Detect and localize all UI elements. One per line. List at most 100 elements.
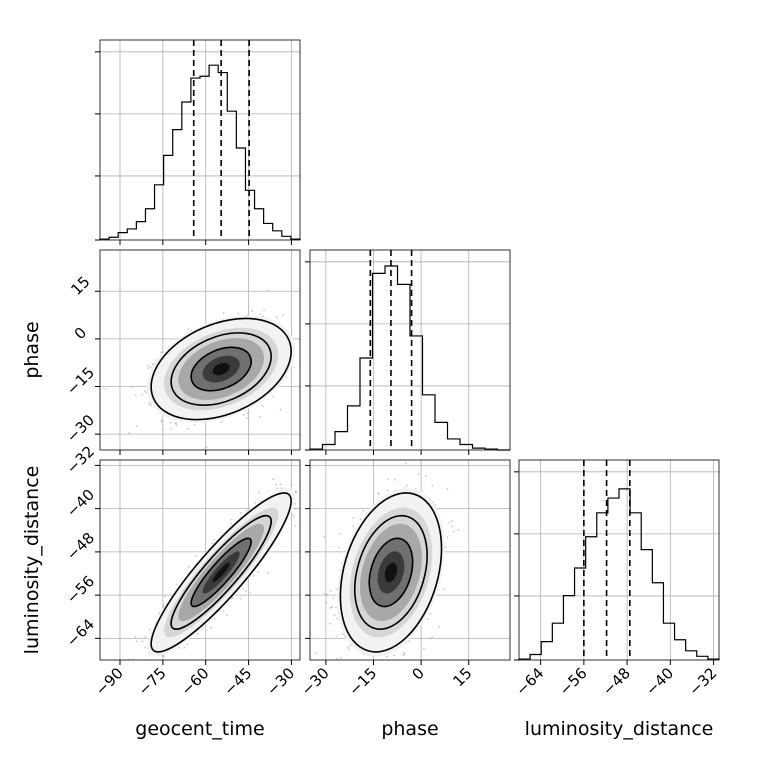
scatter-point <box>104 388 107 390</box>
scatter-point <box>196 633 199 635</box>
x-axis-label-geocent_time: geocent_time <box>135 718 264 740</box>
scatter-point <box>406 484 408 487</box>
scatter-point <box>292 513 295 516</box>
axes-frame <box>518 459 720 661</box>
scatter-point <box>338 533 341 536</box>
scatter-point <box>294 524 297 527</box>
scatter-point <box>272 478 275 481</box>
y-tick-label: −32 <box>63 442 98 477</box>
scatter-point <box>329 606 332 609</box>
x-tick-label: −90 <box>92 664 127 699</box>
scatter-point <box>242 414 245 416</box>
scatter-point <box>242 588 245 590</box>
scatter-point <box>154 359 157 361</box>
scatter-point <box>149 366 152 369</box>
scatter-point <box>352 517 355 519</box>
scatter-point <box>257 571 260 573</box>
scatter-point <box>451 520 453 522</box>
scatter-point <box>295 491 297 494</box>
scatter-point <box>143 390 146 392</box>
scatter-point <box>279 408 282 411</box>
scatter-point <box>354 661 356 663</box>
scatter-point <box>329 622 332 625</box>
scatter-point <box>294 507 297 510</box>
scatter-point <box>279 483 282 486</box>
y-axis-label-luminosity_distance: luminosity_distance <box>21 466 43 655</box>
y-tick-label: −48 <box>63 529 98 564</box>
scatter-point <box>337 546 340 549</box>
scatter-point <box>169 421 172 424</box>
scatter-point <box>292 516 295 518</box>
scatter-point <box>438 625 440 628</box>
scatter-point <box>294 502 297 505</box>
scatter-point <box>275 316 278 319</box>
scatter-point <box>394 478 396 481</box>
scatter-point <box>163 655 166 657</box>
scatter-point <box>393 654 395 657</box>
scatter-point <box>230 518 233 521</box>
scatter-point <box>141 664 143 666</box>
scatter-point <box>331 606 334 608</box>
scatter-point <box>335 606 337 609</box>
scatter-point <box>170 427 173 430</box>
scatter-point <box>125 682 127 684</box>
scatter-point <box>177 646 180 649</box>
x-tick-label: −45 <box>220 664 255 699</box>
x-tick-label: −32 <box>685 664 720 699</box>
scatter-point <box>332 597 335 600</box>
y-tick-label: 0 <box>71 324 90 343</box>
scatter-point <box>339 657 342 659</box>
scatter-point <box>144 646 147 649</box>
contour-2 <box>190 537 252 608</box>
axes-frame <box>309 459 511 661</box>
scatter-point <box>187 328 190 331</box>
density-level <box>212 562 230 583</box>
x-tick-label: 15 <box>449 664 475 690</box>
scatter-point <box>306 321 308 323</box>
scatter-point <box>347 646 350 649</box>
scatter-point <box>135 425 138 427</box>
scatter-point <box>230 523 233 525</box>
scatter-point <box>134 635 137 638</box>
scatter-point <box>175 583 178 586</box>
scatter-point <box>376 688 378 690</box>
scatter-point <box>387 478 389 480</box>
scatter-point <box>147 367 150 370</box>
scatter-point <box>417 473 420 475</box>
scatter-point <box>262 405 264 407</box>
scatter-point <box>302 471 304 473</box>
density-level <box>384 562 398 583</box>
scatter-point <box>431 484 434 487</box>
x-tick-label: 0 <box>408 664 427 683</box>
x-tick-label: −40 <box>642 664 677 699</box>
scatter-point <box>246 417 249 419</box>
scatter-point <box>261 315 264 318</box>
scatter-point <box>372 666 374 668</box>
scatter-point <box>408 640 411 642</box>
scatter-point <box>146 364 149 367</box>
scatter-point <box>162 428 164 431</box>
contour-0 <box>339 492 443 653</box>
histogram-step-phase <box>309 265 510 451</box>
scatter-point <box>336 617 339 620</box>
scatter-point <box>164 595 167 598</box>
scatter-point <box>160 420 163 423</box>
scatter-point <box>222 311 225 314</box>
y-tick-label: 15 <box>67 273 93 299</box>
axes-frame <box>99 39 301 241</box>
scatter-point <box>275 483 277 486</box>
histogram-phase <box>305 249 511 451</box>
scatter-point <box>342 633 344 635</box>
scatter-point <box>220 421 223 423</box>
scatter-point <box>385 655 388 658</box>
scatter-point <box>442 588 445 591</box>
axes-frame <box>99 249 301 451</box>
contours <box>150 492 292 653</box>
scatter-point <box>326 593 329 596</box>
scatter-point <box>134 394 137 397</box>
scatter-point <box>267 571 270 574</box>
scatter-point <box>403 652 406 654</box>
scatter-phase-vs-geocent_time <box>99 249 308 451</box>
scatter-point <box>174 422 177 424</box>
